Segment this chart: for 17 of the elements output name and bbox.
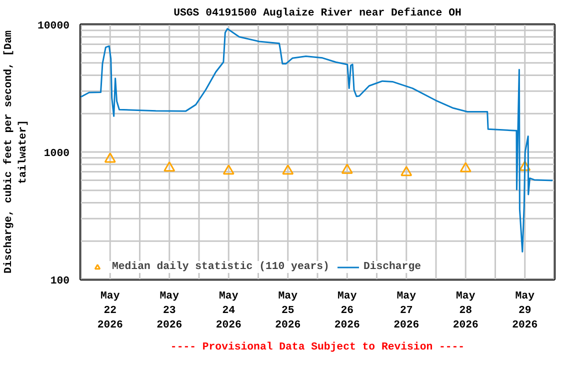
- y-tick-label: 10000: [38, 20, 70, 32]
- x-tick-label: May 24 2026: [216, 290, 242, 332]
- legend-label: Median daily statistic (110 years): [112, 261, 330, 273]
- y-tick-label: 100: [50, 276, 70, 288]
- y-axis-title: Discharge, cubic feet per second, [Dam tailwater]: [3, 30, 30, 274]
- x-tick-label: May 23 2026: [156, 290, 182, 332]
- y-tick-label: 1000: [44, 148, 70, 160]
- x-tick-label: May 29 2026: [512, 290, 538, 332]
- x-tick-label: May 27 2026: [394, 290, 420, 332]
- legend-label: Discharge: [363, 261, 421, 273]
- x-tick-label: May 22 2026: [97, 290, 123, 332]
- chart-title: USGS 04191500 Auglaize River near Defiance OH: [174, 8, 462, 20]
- text: ---- Provisional Data Subject to Revision ----: [170, 342, 465, 354]
- line-series: [80, 28, 554, 253]
- x-tick-label: May 28 2026: [452, 290, 478, 332]
- x-tick-label: May 26 2026: [334, 290, 360, 332]
- x-tick-label: May 25 2026: [275, 290, 301, 332]
